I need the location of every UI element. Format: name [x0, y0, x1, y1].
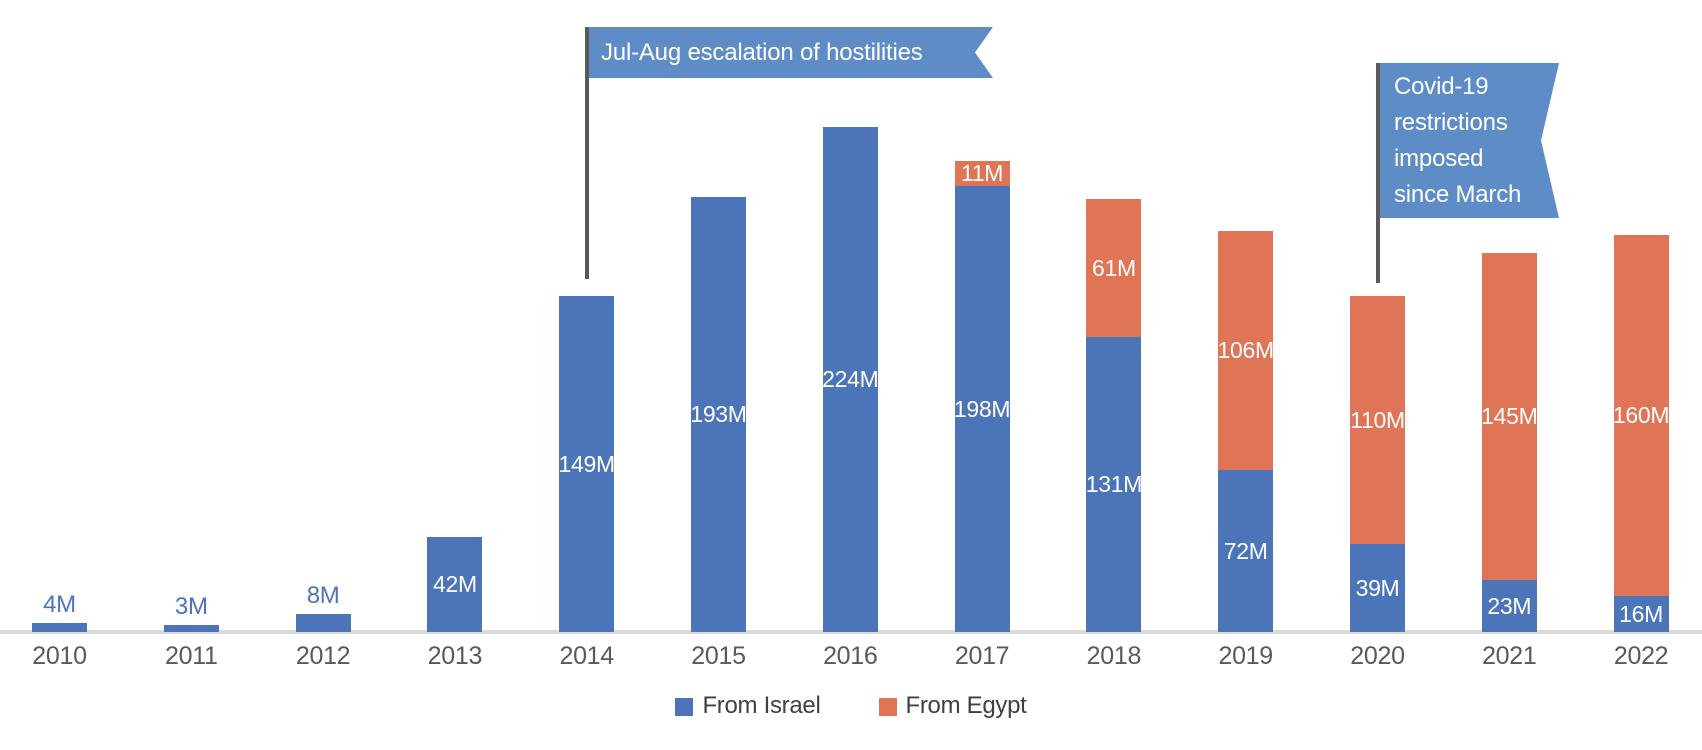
value-label-2012-from-israel: 8M — [306, 582, 340, 609]
x-axis-line — [0, 630, 1702, 634]
legend-label-from-israel: From Israel — [702, 692, 821, 719]
legend-swatch-from-egypt — [878, 698, 897, 716]
annotation-pole-2020 — [1376, 63, 1380, 283]
legend-item-from-egypt: From Egypt — [878, 692, 1027, 720]
x-axis-label-2016: 2016 — [823, 642, 878, 670]
bar-segment-2018-from-israel — [1086, 337, 1142, 632]
x-axis-label-2018: 2018 — [1086, 642, 1142, 670]
annotation-pole-2014 — [585, 27, 589, 279]
bar-segment-2022-from-israel — [1613, 596, 1669, 632]
x-axis-label-2019: 2019 — [1218, 642, 1273, 670]
bar-segment-2016-from-israel — [822, 127, 878, 632]
annotation-flag-covid: Covid-19 restrictions imposed since Marc… — [1380, 63, 1559, 218]
bar-segment-2020-from-egypt — [1350, 296, 1405, 544]
bar-segment-2019-from-egypt — [1218, 231, 1274, 470]
bar-segment-2013-from-israel — [427, 537, 483, 632]
legend-swatch-from-israel — [675, 698, 694, 716]
x-axis-label-2015: 2015 — [691, 642, 746, 670]
bar-segment-2014-from-israel — [559, 296, 615, 632]
bar-segment-2012-from-israel — [295, 614, 351, 632]
x-axis-label-2020: 2020 — [1350, 642, 1405, 670]
value-label-2010-from-israel: 4M — [43, 591, 76, 618]
x-axis-label-2013: 2013 — [427, 642, 483, 670]
legend: From Israel From Egypt — [0, 692, 1702, 720]
legend-item-from-israel: From Israel — [675, 692, 821, 720]
bar-segment-2021-from-egypt — [1481, 253, 1537, 580]
x-axis-label-2012: 2012 — [295, 642, 351, 670]
bar-segment-2010-from-israel — [32, 623, 87, 632]
x-axis-label-2022: 2022 — [1613, 642, 1669, 670]
bar-segment-2019-from-israel — [1218, 470, 1274, 632]
bar-segment-2017-from-egypt — [954, 161, 1010, 186]
legend-label-from-egypt: From Egypt — [905, 692, 1027, 719]
bar-segment-2022-from-egypt — [1613, 235, 1669, 596]
annotation-flag-jul-aug: Jul-Aug escalation of hostilities — [589, 27, 993, 78]
x-axis-label-2017: 2017 — [954, 642, 1010, 670]
bar-segment-2018-from-egypt — [1086, 199, 1142, 337]
value-label-2011-from-israel: 3M — [174, 593, 208, 620]
bar-segment-2011-from-israel — [163, 625, 219, 632]
x-axis-label-2010: 2010 — [32, 642, 87, 670]
bar-segment-2021-from-israel — [1481, 580, 1537, 632]
bar-segment-2017-from-israel — [954, 186, 1010, 632]
x-axis-label-2011: 2011 — [165, 642, 218, 670]
bar-segment-2015-from-israel — [691, 197, 746, 632]
x-axis-label-2021: 2021 — [1482, 642, 1537, 670]
x-axis-label-2014: 2014 — [559, 642, 614, 670]
bar-segment-2020-from-israel — [1350, 544, 1405, 632]
